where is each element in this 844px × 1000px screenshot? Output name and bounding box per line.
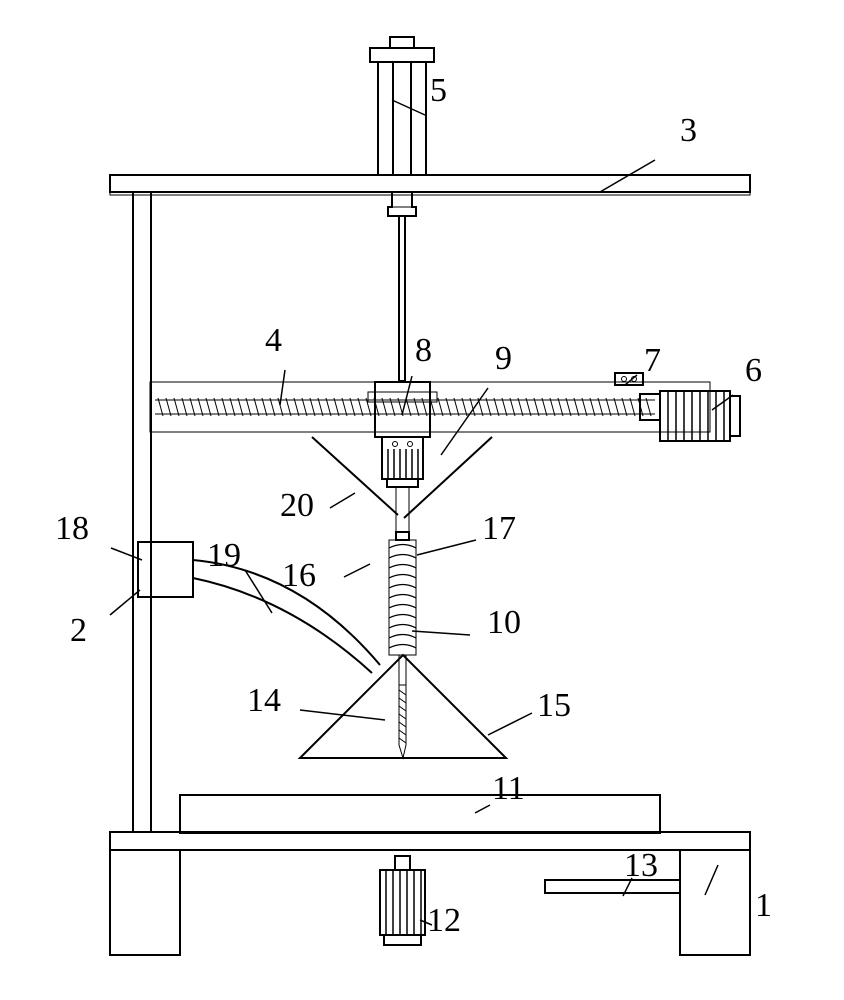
screw-bearing — [640, 394, 660, 420]
motor-9-fins — [388, 449, 418, 479]
motor-6-end — [730, 396, 740, 436]
label-16: 16 — [282, 557, 316, 595]
control-box-7 — [615, 373, 643, 385]
strut-left — [312, 437, 398, 515]
rod-nut — [388, 192, 416, 216]
label-11: 11 — [492, 770, 525, 808]
label-15: 15 — [537, 687, 571, 725]
cylinder-cap-top — [370, 48, 434, 62]
carriage-body — [375, 382, 430, 437]
shelf — [545, 880, 680, 893]
label-1: 1 — [755, 887, 772, 925]
top-beam-flange — [110, 192, 750, 195]
label-20: 20 — [280, 487, 314, 525]
label-7: 7 — [644, 342, 661, 380]
motor-6-body — [660, 391, 730, 441]
motor-12-shaft — [395, 856, 410, 870]
base-right-foot — [680, 850, 750, 955]
label-4: 4 — [265, 322, 282, 360]
box-18 — [138, 542, 193, 597]
motor-12-cap — [384, 935, 421, 945]
left-column — [133, 192, 151, 832]
cone-shield — [300, 655, 506, 758]
label-17: 17 — [482, 510, 516, 548]
work-table — [180, 795, 660, 833]
base-left-foot — [110, 850, 180, 955]
shaft-lower — [399, 655, 406, 685]
label-19: 19 — [207, 537, 241, 575]
label-14: 14 — [247, 682, 281, 720]
strut-right — [404, 437, 492, 518]
label-18: 18 — [55, 510, 89, 548]
label-8: 8 — [415, 332, 432, 370]
label-2: 2 — [70, 612, 87, 650]
cylinder-cap-small — [390, 37, 414, 48]
top-beam — [110, 175, 750, 192]
label-9: 9 — [495, 340, 512, 378]
leader-lines — [110, 100, 733, 925]
shaft-collar — [396, 532, 409, 540]
piston-rod — [399, 216, 405, 381]
drill-bit — [399, 685, 406, 758]
cylinder-body — [378, 62, 426, 175]
shaft-upper — [396, 487, 409, 532]
label-3: 3 — [680, 112, 697, 150]
motor-12-fins — [386, 870, 421, 935]
spring-coils — [389, 545, 416, 649]
label-5: 5 — [430, 72, 447, 110]
motor-6-fins — [668, 391, 724, 441]
label-10: 10 — [487, 604, 521, 642]
label-13: 13 — [624, 847, 658, 885]
label-12: 12 — [427, 902, 461, 940]
label-6: 6 — [745, 352, 762, 390]
motor-9-cap — [387, 479, 418, 487]
spring-housing — [389, 540, 416, 655]
technical-drawing: threads placeholder — [0, 0, 844, 1000]
